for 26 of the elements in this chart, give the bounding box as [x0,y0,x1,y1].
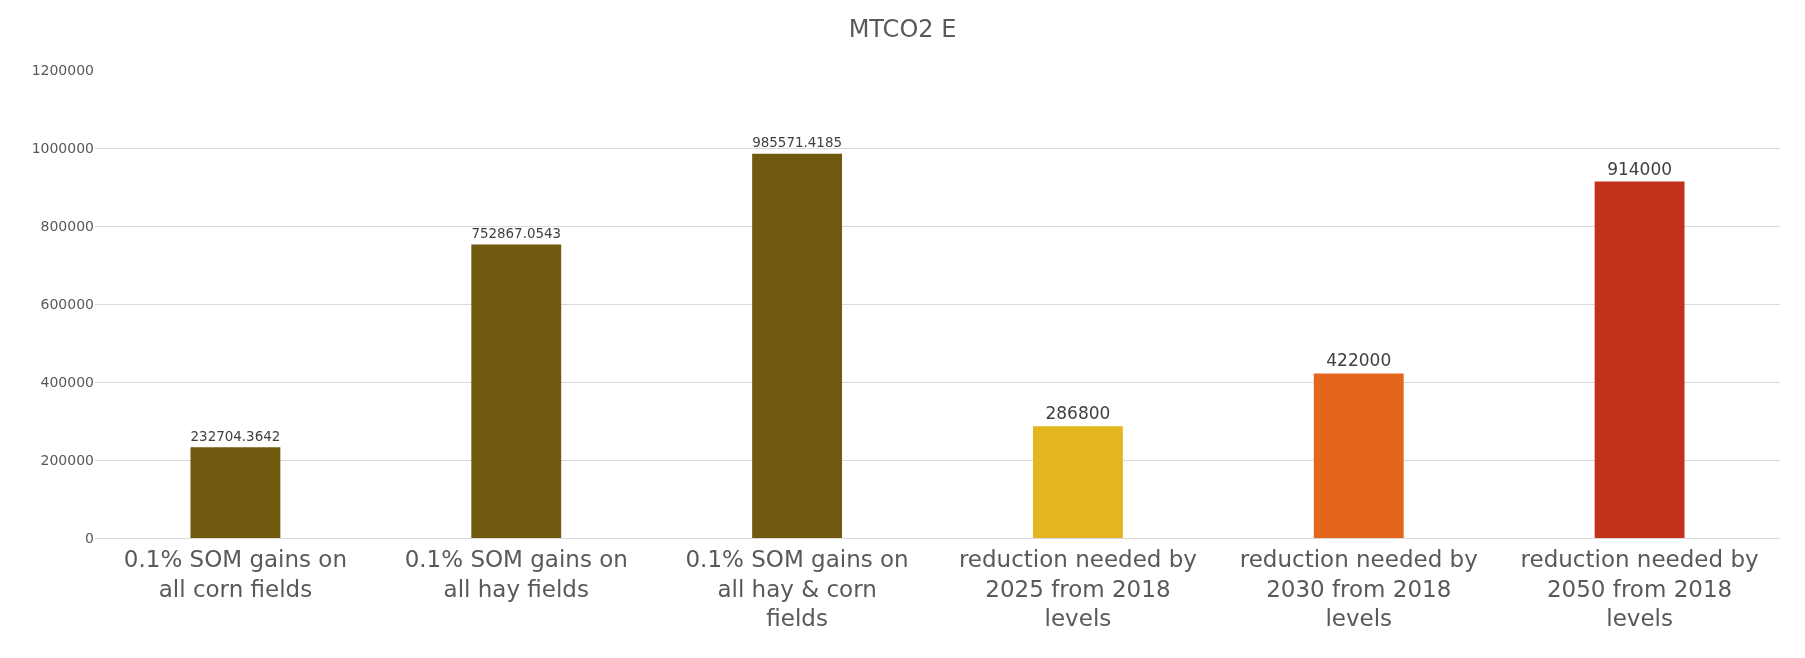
y-tick-label: 400000 [40,373,94,390]
data-label: 232704.3642 [190,429,281,445]
y-tick-label: 200000 [40,451,94,468]
y-tick-label: 1200000 [31,61,94,78]
x-tick-label: 0.1% SOM gains on all hay fields [404,545,628,602]
x-tick-label: 0.1% SOM gains on all hay & corn fields [685,545,909,632]
data-label: 422000 [1326,350,1392,371]
bar [471,244,562,538]
bar [1594,181,1685,538]
y-tick-label: 1000000 [31,139,94,156]
data-label: 914000 [1607,158,1673,179]
data-label: 752867.0543 [471,226,562,242]
chart-title: MTCO2 E [848,14,957,43]
x-tick-label: reduction needed by 2030 from 2018 levels [1239,545,1478,632]
data-label: 286800 [1045,403,1111,424]
bar [190,447,281,538]
bar [752,153,843,538]
bar [1313,373,1404,538]
y-tick-label: 600000 [40,295,94,312]
bar [1032,426,1123,538]
x-tick-label: reduction needed by 2050 from 2018 levels [1520,545,1759,632]
x-tick-label: 0.1% SOM gains on all corn fields [123,545,348,602]
data-label: 985571.4185 [752,135,842,151]
x-tick-label: reduction needed by 2025 from 2018 levels [958,545,1197,632]
y-tick-label: 800000 [40,217,94,234]
y-tick-label: 0 [85,529,94,546]
